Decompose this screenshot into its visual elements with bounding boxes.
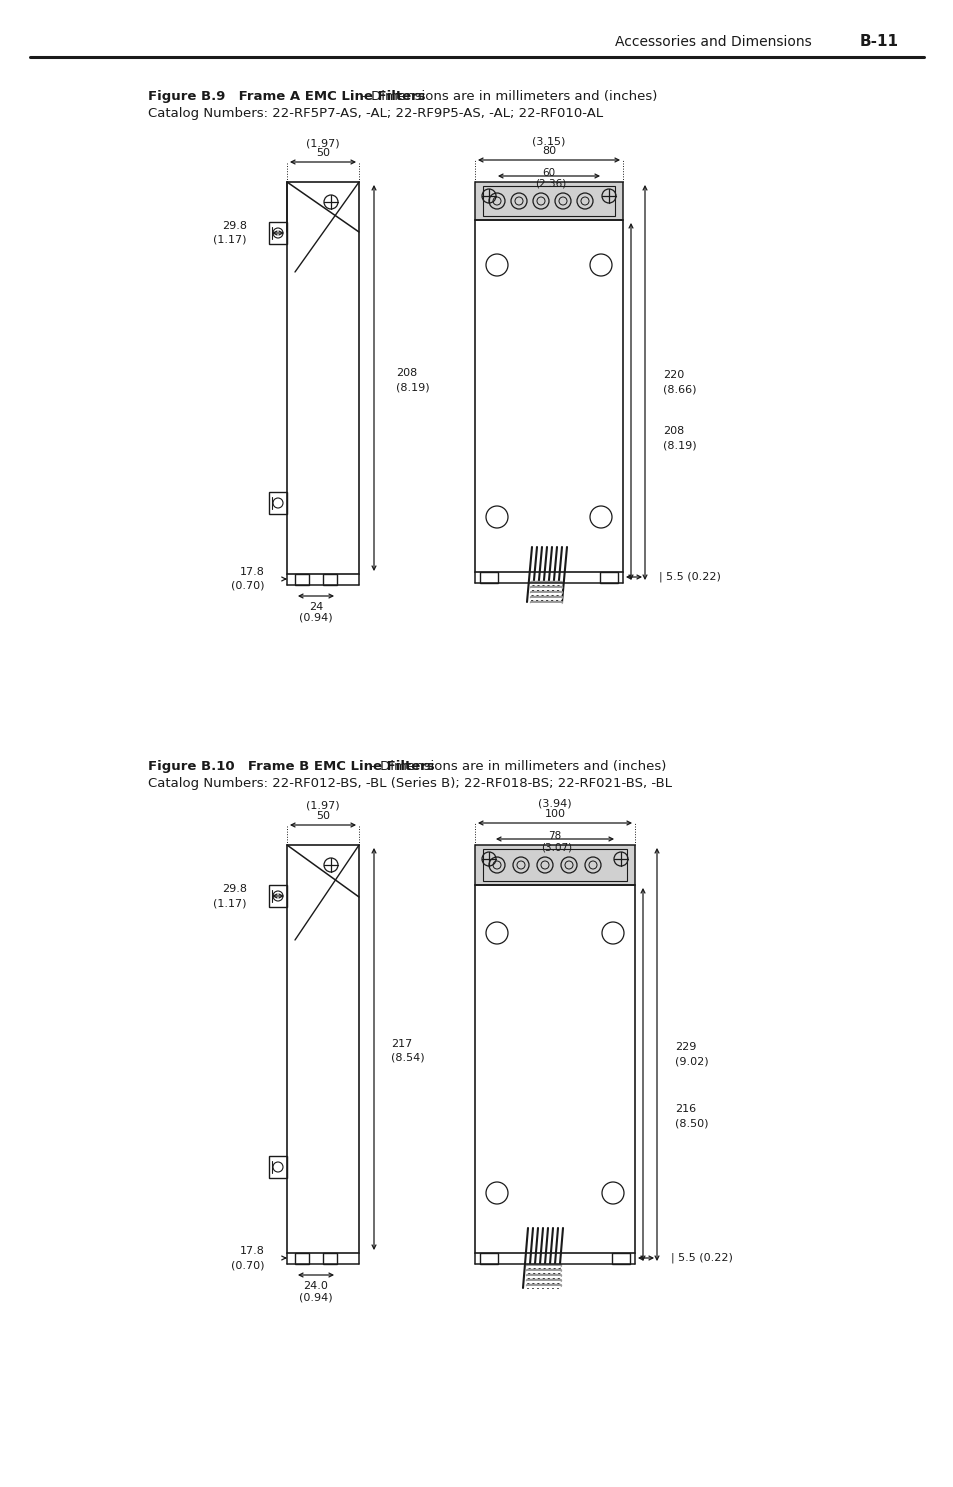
Text: 29.8: 29.8: [222, 222, 247, 230]
Text: 17.8: 17.8: [240, 1246, 265, 1257]
Bar: [475, 181, 622, 220]
Bar: [475, 220, 622, 572]
Text: 217: 217: [391, 1039, 412, 1048]
Bar: [482, 186, 615, 216]
Text: (0.94): (0.94): [299, 613, 333, 623]
Text: 208: 208: [395, 367, 416, 378]
Bar: [479, 572, 497, 583]
Bar: [269, 222, 287, 244]
Text: | 5.5 (0.22): | 5.5 (0.22): [670, 1252, 732, 1264]
Bar: [482, 849, 626, 880]
Text: 29.8: 29.8: [222, 883, 247, 894]
Text: (0.70): (0.70): [232, 1259, 265, 1270]
Text: Accessories and Dimensions: Accessories and Dimensions: [615, 36, 811, 49]
Text: (0.94): (0.94): [299, 1292, 333, 1303]
Text: 208: 208: [662, 427, 683, 437]
Text: 50: 50: [315, 810, 330, 821]
Text: (8.19): (8.19): [395, 382, 429, 393]
Text: 50: 50: [315, 149, 330, 158]
Bar: [479, 1254, 497, 1264]
Text: 60: 60: [542, 168, 555, 178]
Text: 220: 220: [662, 370, 683, 381]
Text: (8.19): (8.19): [662, 440, 696, 451]
Text: – Dimensions are in millimeters and (inches): – Dimensions are in millimeters and (inc…: [365, 760, 666, 773]
Text: 229: 229: [675, 1042, 696, 1053]
Bar: [475, 845, 635, 885]
Bar: [475, 885, 635, 1254]
Bar: [287, 181, 358, 574]
Bar: [287, 845, 358, 1254]
Bar: [269, 492, 287, 515]
Text: 24.0: 24.0: [303, 1280, 328, 1291]
Text: 24: 24: [309, 602, 323, 613]
Bar: [612, 1254, 629, 1264]
Text: (0.70): (0.70): [232, 581, 265, 590]
Text: B-11: B-11: [859, 34, 898, 49]
Text: (3.94): (3.94): [537, 799, 571, 809]
Text: 100: 100: [544, 809, 565, 819]
Text: (2.36): (2.36): [535, 178, 566, 189]
Bar: [323, 1254, 336, 1264]
Text: (3.15): (3.15): [532, 135, 565, 146]
Text: (8.50): (8.50): [675, 1118, 708, 1129]
Bar: [269, 1155, 287, 1178]
Text: (3.07): (3.07): [541, 842, 572, 852]
Text: Figure B.9  Frame A EMC Line Filters: Figure B.9 Frame A EMC Line Filters: [148, 91, 425, 103]
Text: (1.97): (1.97): [306, 138, 339, 149]
Bar: [294, 1254, 309, 1264]
Text: (1.97): (1.97): [306, 801, 339, 810]
Bar: [294, 574, 309, 584]
Text: (1.17): (1.17): [213, 235, 247, 245]
Text: (8.54): (8.54): [391, 1053, 424, 1063]
Bar: [323, 574, 336, 584]
Text: Catalog Numbers: 22-RF5P7-AS, -AL; 22-RF9P5-AS, -AL; 22-RF010-AL: Catalog Numbers: 22-RF5P7-AS, -AL; 22-RF…: [148, 107, 602, 120]
Text: (1.17): (1.17): [213, 898, 247, 909]
Text: Catalog Numbers: 22-RF012-BS, -BL (Series B); 22-RF018-BS; 22-RF021-BS, -BL: Catalog Numbers: 22-RF012-BS, -BL (Serie…: [148, 778, 671, 790]
Text: 17.8: 17.8: [240, 567, 265, 577]
Text: 80: 80: [541, 146, 556, 156]
Text: (9.02): (9.02): [675, 1056, 708, 1066]
Text: | 5.5 (0.22): | 5.5 (0.22): [659, 571, 720, 583]
Text: 78: 78: [548, 831, 561, 842]
Bar: [269, 885, 287, 907]
Text: – Dimensions are in millimeters and (inches): – Dimensions are in millimeters and (inc…: [355, 91, 657, 103]
Bar: [599, 572, 618, 583]
Text: 216: 216: [675, 1105, 696, 1114]
Text: Figure B.10  Frame B EMC Line Filters: Figure B.10 Frame B EMC Line Filters: [148, 760, 435, 773]
Text: (8.66): (8.66): [662, 385, 696, 394]
